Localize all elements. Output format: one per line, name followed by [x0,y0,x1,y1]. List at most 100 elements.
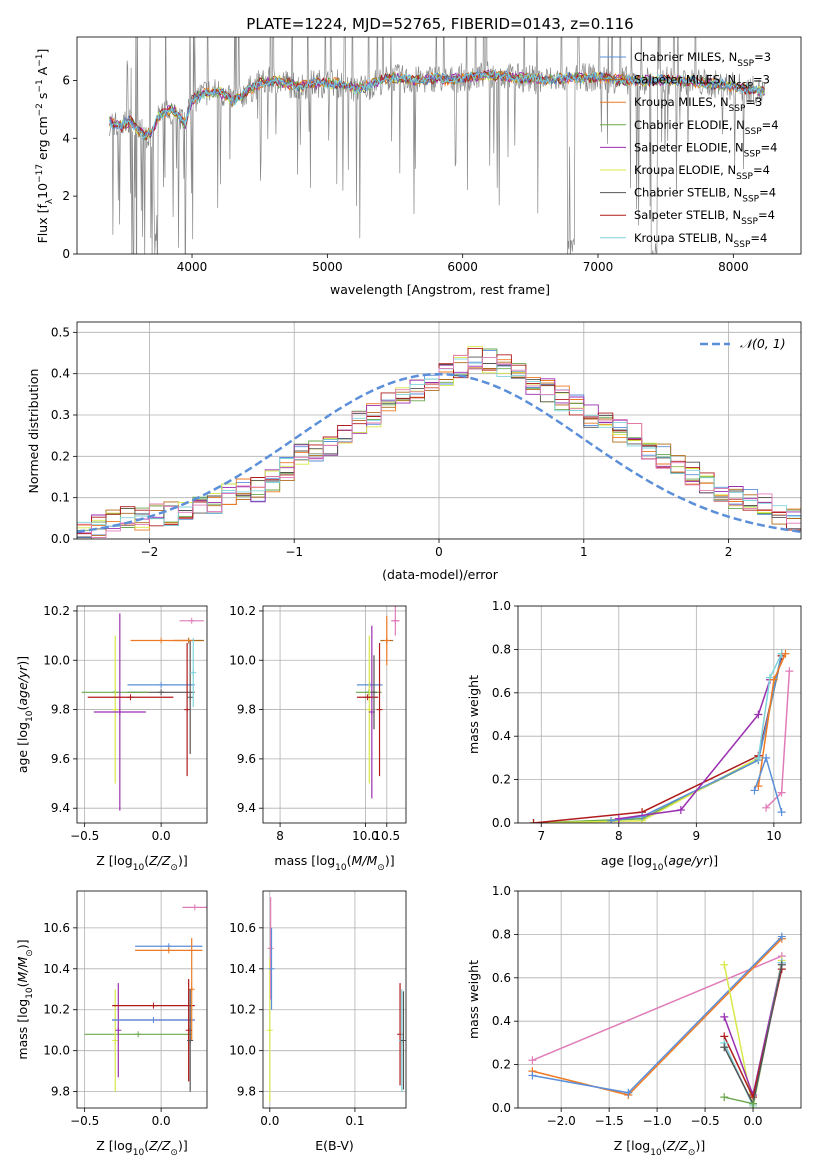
weight-marker [749,1099,758,1108]
data-point-marker [112,1037,119,1044]
weight-marker [754,710,763,719]
tick-label-y: 10.2 [229,1003,256,1017]
tick-label-x: −2.0 [547,1114,576,1128]
x-axis-label: Z [log10(Z/Z⊙)] [96,1138,187,1158]
tick-label-y: 9.6 [237,752,256,766]
data-point-marker [267,945,274,952]
tick-label-x: 7 [537,829,545,843]
legend-label: Salpeter MILES, NSSP=3 [634,73,770,92]
tick-label-y: 1.0 [492,599,511,613]
tick-label-x: −1 [285,545,303,559]
tick-label-x: 0.0 [260,1114,279,1128]
tick-label-y: 9.8 [51,703,70,717]
legend-label: Kroupa STELIB, NSSP=4 [634,231,767,250]
data-point-marker [364,694,371,701]
data-point-marker [392,617,399,624]
tick-label-x: −1.0 [643,1114,672,1128]
tick-label-y: 0.8 [492,927,511,941]
tick-label-x: 8 [276,829,284,843]
tick-label-y: 10.2 [43,1003,70,1017]
tick-label-x: −0.5 [70,1114,99,1128]
weight-marker [750,786,759,795]
legend-label: Kroupa ELODIE, NSSP=4 [634,163,770,182]
axes-massweight-vs-age: 7 8 9 10 0.0 0.2 0.4 0.6 0.8 1.0 age [log10(age/yr… [466,599,802,873]
weight-marker [720,1043,729,1052]
tick-label-x: 0 [435,545,443,559]
data-point-marker [184,706,191,713]
weight-marker [762,753,771,762]
data-point-marker [150,1016,157,1023]
tick-label-x: 6000 [447,260,478,274]
axes-frame [262,890,407,1109]
legend-label: Chabrier STELIB, NSSP=4 [634,186,776,205]
figure-title: PLATE=1224, MJD=52765, FIBERID=0143, z=0… [246,15,633,33]
axes-frame [517,605,802,824]
tick-label-y: 6 [62,73,70,87]
weight-line-chabrier-elodie [724,1096,754,1105]
tick-label-y: 10.2 [229,604,256,618]
data-point-marker [376,706,383,713]
weight-marker [765,673,774,682]
tick-label-y: 0.4 [492,1014,511,1028]
tick-label-y: 9.6 [51,752,70,766]
weight-marker [720,1012,729,1021]
tick-label-y: 0.6 [492,686,511,700]
tick-label-y: 0.0 [492,1101,511,1115]
model-line-chabrier-miles [109,69,765,141]
weight-line-pink [532,955,783,1061]
y-axis-label: mass [log10(M/M⊙)] [15,939,35,1059]
tick-label-y: 9.4 [51,801,70,815]
tick-label-y: 0.2 [492,1058,511,1072]
weight-marker [720,1093,729,1102]
data-point-marker [135,1031,142,1038]
model-line-kroupa-stelib [109,70,765,139]
tick-label-x: 1 [580,545,588,559]
tick-label-x: −0.5 [70,829,99,843]
tick-label-x: 5000 [312,260,343,274]
tick-label-y: 10.6 [43,921,70,935]
tick-label-y: 0.6 [492,971,511,985]
tick-label-y: 4 [62,131,70,145]
tick-label-x: 2 [725,545,733,559]
x-axis-label: E(B-V) [315,1138,354,1153]
data-point-marker [268,965,275,972]
plot-area-mass-vs-EBV [263,891,406,1108]
tick-label-y: 0.0 [51,532,70,546]
weight-marker [528,1071,537,1080]
tick-label-y: 10.2 [43,604,70,618]
tick-label-x: 8000 [718,260,749,274]
data-point-marker [190,669,197,676]
data-point-marker [150,1002,157,1009]
weight-line-kroupa-elodie [533,653,783,823]
tick-label-x: 9 [693,829,701,843]
tick-label-x: 8 [615,829,623,843]
plot-area-age-vs-Z [77,606,207,823]
tick-label-y: 10.4 [43,962,70,976]
x-axis-label: Z [log10(Z/Z⊙)] [614,1138,705,1158]
legend-label: 𝒩(0, 1) [740,336,786,351]
weight-marker [769,675,778,684]
data-point-marker [158,681,165,688]
weight-marker [607,816,616,823]
data-point-marker [158,637,165,644]
gaussian-curve [77,372,801,534]
axes-frame [76,36,802,255]
weight-marker [624,1088,633,1097]
tick-label-y: 0.0 [492,816,511,830]
y-axis-label: age [log10(age/yr)] [15,656,35,773]
tick-label-x: −2 [141,545,159,559]
axes-frame [76,890,208,1109]
x-axis-label: age [log10(age/yr)] [601,853,718,873]
data-point-marker [187,694,194,701]
axes-spectrum: 4000 5000 6000 7000 8000 0 2 4 6 Chabrier MILES, … [35,36,802,297]
legend-label: Chabrier MILES, NSSP=3 [634,50,771,69]
axes-frame [517,890,802,1109]
tick-label-y: 0.4 [51,367,70,381]
tick-label-y: 10.0 [43,653,70,667]
weight-marker [777,932,786,941]
tick-label-y: 10.0 [229,1044,256,1058]
plot-area-massweight-vs-Z [518,891,801,1108]
tick-label-y: 0.8 [492,642,511,656]
